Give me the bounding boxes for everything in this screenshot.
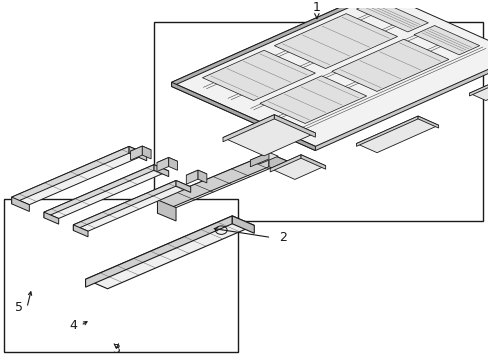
- Polygon shape: [171, 0, 488, 150]
- Polygon shape: [331, 39, 448, 91]
- Polygon shape: [274, 14, 397, 68]
- Polygon shape: [157, 153, 268, 213]
- Bar: [4, 199, 237, 352]
- Polygon shape: [356, 116, 438, 153]
- Polygon shape: [85, 216, 254, 289]
- Polygon shape: [186, 170, 206, 179]
- Polygon shape: [73, 180, 176, 230]
- Polygon shape: [260, 76, 366, 123]
- Polygon shape: [130, 146, 151, 155]
- Polygon shape: [130, 146, 142, 160]
- Polygon shape: [356, 116, 417, 147]
- Polygon shape: [157, 157, 177, 166]
- Polygon shape: [73, 225, 88, 237]
- Polygon shape: [202, 50, 315, 100]
- Text: 5: 5: [16, 301, 23, 314]
- Polygon shape: [274, 115, 315, 137]
- Text: 2: 2: [278, 231, 286, 244]
- Text: 4: 4: [69, 319, 77, 332]
- Polygon shape: [44, 165, 168, 219]
- Polygon shape: [171, 0, 376, 86]
- Polygon shape: [142, 146, 151, 159]
- Polygon shape: [154, 165, 168, 177]
- Polygon shape: [73, 180, 190, 231]
- Polygon shape: [12, 147, 146, 205]
- Polygon shape: [223, 115, 274, 142]
- Polygon shape: [168, 157, 177, 170]
- Bar: [154, 22, 482, 221]
- Polygon shape: [171, 82, 315, 150]
- Polygon shape: [157, 157, 168, 172]
- Polygon shape: [44, 165, 154, 218]
- Polygon shape: [250, 152, 278, 164]
- Polygon shape: [413, 26, 479, 55]
- Polygon shape: [356, 0, 427, 32]
- Polygon shape: [223, 115, 315, 156]
- Polygon shape: [176, 180, 190, 193]
- Polygon shape: [468, 75, 488, 96]
- Polygon shape: [268, 153, 287, 175]
- Polygon shape: [171, 0, 488, 147]
- Polygon shape: [270, 155, 325, 179]
- Polygon shape: [12, 197, 29, 211]
- Polygon shape: [157, 200, 176, 221]
- Polygon shape: [129, 147, 146, 161]
- Polygon shape: [232, 216, 254, 233]
- Polygon shape: [12, 147, 129, 204]
- Polygon shape: [250, 152, 268, 167]
- Polygon shape: [301, 155, 325, 169]
- Polygon shape: [157, 153, 287, 208]
- Polygon shape: [186, 170, 198, 184]
- Polygon shape: [270, 155, 301, 172]
- Polygon shape: [468, 75, 488, 100]
- Polygon shape: [198, 170, 206, 183]
- Text: 1: 1: [312, 1, 320, 14]
- Polygon shape: [85, 216, 232, 287]
- Text: 3: 3: [112, 343, 120, 356]
- Polygon shape: [417, 116, 438, 128]
- Polygon shape: [44, 212, 59, 224]
